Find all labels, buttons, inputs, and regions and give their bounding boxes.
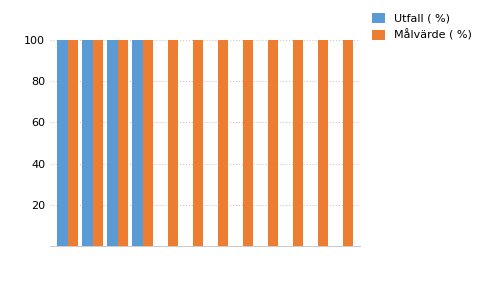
Bar [168,40,178,246]
Legend: Utfall ( %), Målvärde ( %): Utfall ( %), Målvärde ( %) [368,10,476,44]
Bar [268,40,278,246]
Bar [342,40,353,246]
Bar [318,40,328,246]
Bar [218,40,228,246]
Bar [242,40,253,246]
Bar [142,40,153,246]
Bar [132,40,142,246]
Bar [68,40,78,246]
Bar [92,40,103,246]
Bar [82,40,92,246]
Bar [292,40,303,246]
Bar [107,40,118,246]
Bar [118,40,128,246]
Bar [57,40,68,246]
Bar [192,40,203,246]
